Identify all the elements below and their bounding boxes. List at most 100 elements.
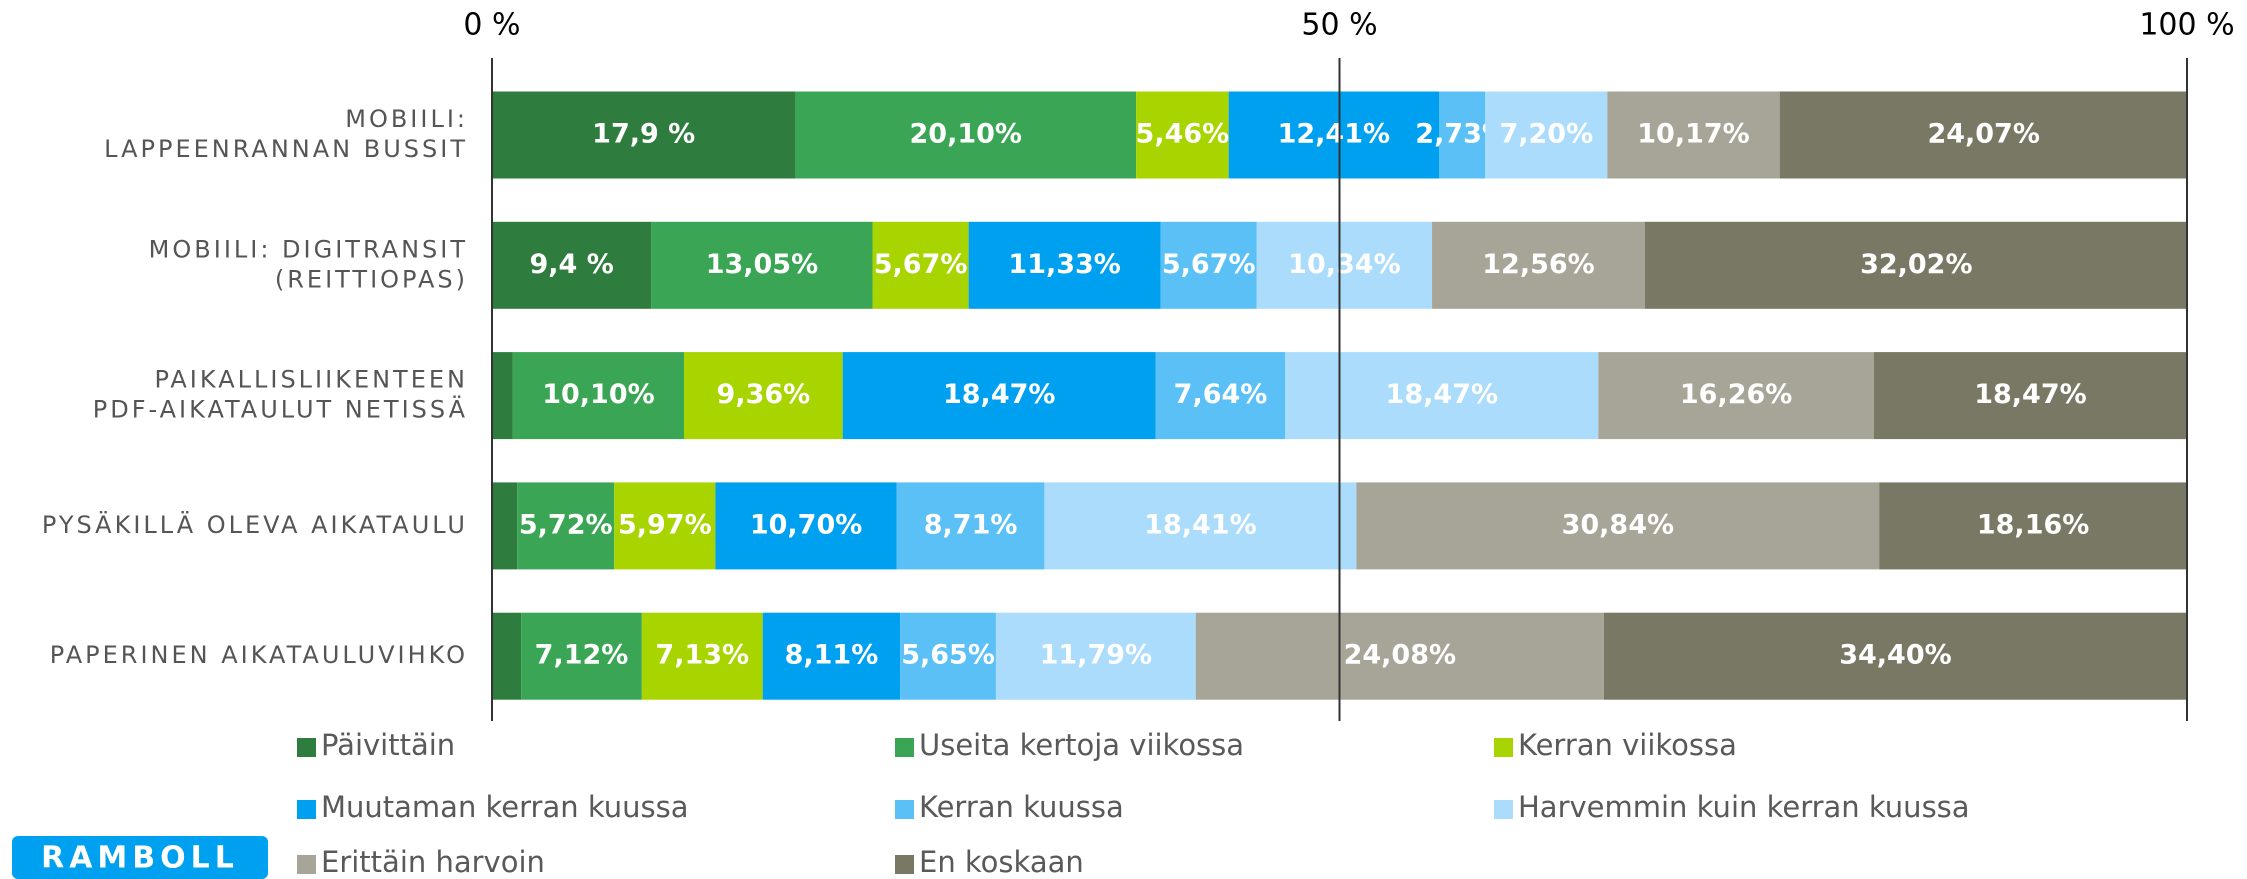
logo-box — [12, 836, 268, 879]
data-label: 18,47% — [1974, 379, 2086, 410]
data-label: 7,64% — [1174, 379, 1268, 410]
data-label: 8,71% — [924, 509, 1018, 540]
data-label: 18,41% — [1144, 509, 1256, 540]
legend-swatch — [895, 738, 914, 757]
data-label: 12,56% — [1482, 249, 1594, 280]
data-label: 8,11% — [785, 640, 879, 671]
bar-segment — [521, 612, 642, 700]
bar-segment — [1598, 352, 1874, 440]
bar-segment — [1603, 612, 2187, 700]
data-label: 12,41% — [1278, 119, 1390, 150]
legend-swatch — [1494, 738, 1513, 757]
x-tick-label: 100 % — [2139, 8, 2234, 43]
data-label: 17,9 % — [592, 119, 695, 150]
bar-segment — [1873, 352, 2187, 440]
bar-segment — [1195, 612, 1604, 700]
bar-segment — [1485, 91, 1608, 179]
bar-segment — [492, 612, 522, 700]
data-label: 13,05% — [706, 249, 818, 280]
bar-segment — [1160, 221, 1257, 309]
category-label: PAIKALLISLIIKENTEEN PDF-AIKATAULUT NETISS… — [93, 366, 468, 424]
bar-segment — [1438, 91, 1486, 179]
data-label: 18,47% — [1386, 379, 1498, 410]
legend-label: Erittäin harvoin — [321, 845, 545, 879]
legend-label: Muutaman kerran kuussa — [321, 790, 689, 824]
bar-segment — [795, 91, 1137, 179]
data-label: 11,33% — [1008, 249, 1120, 280]
legend-label: Kerran kuussa — [919, 790, 1124, 824]
x-tick-label: 50 % — [1301, 8, 1377, 43]
data-label: 5,65% — [901, 640, 995, 671]
bar-segment — [1779, 91, 2188, 179]
data-label: 11,79% — [1040, 640, 1152, 671]
bar-segment — [1155, 352, 1286, 440]
bar-segment — [1285, 352, 1599, 440]
legend-label: Päivittäin — [321, 728, 455, 762]
category-label: MOBIILI: LAPPEENRANNAN BUSSIT — [104, 105, 468, 163]
bar-segment — [762, 612, 901, 700]
bar-segment — [842, 352, 1156, 440]
data-label: 20,10% — [910, 119, 1022, 150]
legend-swatch — [297, 800, 316, 819]
data-label: 9,4 % — [530, 249, 614, 280]
bar-segment — [1644, 221, 2188, 309]
data-label: 18,47% — [943, 379, 1055, 410]
data-label: 18,16% — [1977, 509, 2089, 540]
bar-segment — [1136, 91, 1229, 179]
bar-segment — [900, 612, 996, 700]
bar-segment — [651, 221, 873, 309]
bar-segment — [1044, 482, 1357, 570]
legend-swatch — [1494, 800, 1513, 819]
bar-segment — [512, 352, 685, 440]
bar-segment — [492, 482, 518, 570]
legend-label: Useita kertoja viikossa — [919, 728, 1244, 762]
category-label: PAPERINEN AIKATAULUVIHKO — [50, 641, 468, 669]
bar-segment — [1432, 221, 1645, 309]
bar-segment — [1256, 221, 1433, 309]
data-label: 5,46% — [1136, 119, 1230, 150]
legend-swatch — [895, 800, 914, 819]
data-label: 10,34% — [1288, 249, 1400, 280]
data-label: 5,67% — [874, 249, 968, 280]
category-label: PYSÄKILLÄ OLEVA AIKATAULU — [42, 510, 468, 539]
data-label: 5,97% — [618, 509, 712, 540]
data-label: 5,72% — [519, 509, 613, 540]
legend-label: Harvemmin kuin kerran kuussa — [1518, 790, 1970, 824]
data-label: 16,26% — [1680, 379, 1792, 410]
bar-segment — [684, 352, 843, 440]
bar-segment — [614, 482, 716, 570]
bar-segment — [1879, 482, 2187, 570]
data-label: 10,17% — [1637, 119, 1749, 150]
category-label: MOBIILI: DIGITRANSIT (REITTIOPAS) — [149, 235, 468, 293]
x-tick-label: 0 % — [463, 8, 520, 43]
data-label: 32,02% — [1860, 249, 1972, 280]
legend-swatch — [895, 855, 914, 874]
bar-segment — [968, 221, 1161, 309]
data-label: 24,07% — [1927, 119, 2039, 150]
bar-segment — [641, 612, 763, 700]
bar-segment — [492, 91, 796, 179]
bar-segment — [995, 612, 1196, 700]
data-label: 10,10% — [542, 379, 654, 410]
data-label: 5,67% — [1162, 249, 1256, 280]
data-label: 7,13% — [655, 640, 749, 671]
bar-segment — [872, 221, 969, 309]
legend-label: En koskaan — [919, 845, 1084, 879]
bar-segment — [896, 482, 1045, 570]
data-label: 10,70% — [750, 509, 862, 540]
legend-label: Kerran viikossa — [1518, 728, 1737, 762]
data-label: 30,84% — [1562, 509, 1674, 540]
legend-swatch — [297, 738, 316, 757]
bar-segment — [1228, 91, 1439, 179]
bar-segment — [1356, 482, 1880, 570]
bar-segment — [1607, 91, 1780, 179]
legend-swatch — [297, 855, 316, 874]
data-label: 7,12% — [535, 640, 629, 671]
data-label: 9,36% — [717, 379, 811, 410]
data-label: 34,40% — [1839, 640, 1951, 671]
logo: RAMBOLL — [41, 841, 239, 876]
bar-segment — [492, 352, 513, 440]
data-label: 7,20% — [1499, 119, 1593, 150]
bar-segment — [715, 482, 897, 570]
